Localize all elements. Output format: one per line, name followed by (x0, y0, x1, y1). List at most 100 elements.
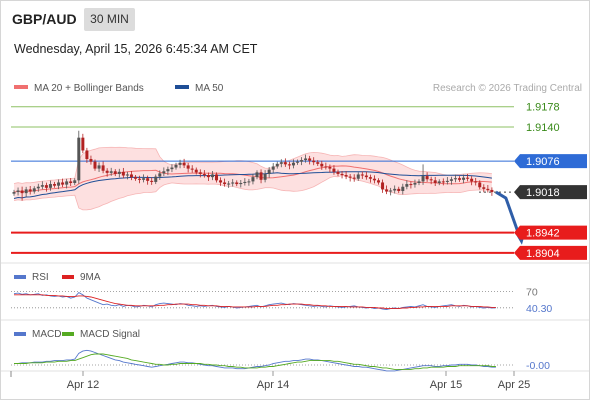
copyright-label: Research © 2026 Trading Central (433, 83, 582, 94)
candle-body (462, 177, 466, 180)
g-rsi-legend-label-0: RSI (32, 272, 49, 283)
macd-panel: MACD MACD Signal -0.00 (11, 329, 550, 372)
level-label-0: 1.9178 (526, 102, 560, 114)
g-macd-series-1 (14, 353, 496, 370)
candle-body (129, 174, 133, 178)
level-badge-5 (514, 245, 587, 260)
candle-body (352, 177, 356, 179)
candle-body (308, 158, 312, 161)
candle-body (138, 178, 142, 180)
candle-body (28, 189, 32, 192)
candle-body (194, 169, 198, 173)
candle-body (316, 162, 320, 164)
g-macd-legend-label-1: MACD Signal (80, 329, 140, 340)
level-label-1: 1.9140 (526, 122, 560, 134)
legend-label-0: MA 20 + Bollinger Bands (34, 83, 144, 94)
candle-body (223, 182, 227, 185)
candle-body (40, 185, 44, 187)
legend-swatch-1 (175, 85, 189, 89)
candle-body (401, 186, 405, 191)
candle-body (324, 166, 328, 168)
candle-body (271, 166, 275, 170)
candle-body (101, 165, 105, 171)
g-rsi-legend-swatch-0 (14, 275, 26, 279)
candle-body (344, 175, 348, 177)
candle-body (113, 171, 117, 174)
candle-body (53, 184, 56, 186)
level-label-4: 1.8942 (526, 228, 560, 240)
bollinger-upper (13, 146, 492, 184)
candle-body (441, 181, 445, 183)
candle-body (117, 171, 121, 174)
g-macd-legend-swatch-1 (62, 332, 74, 336)
candle-body (336, 171, 340, 174)
candle-body (393, 188, 397, 191)
candle-body (332, 168, 336, 172)
candle-body (300, 160, 304, 162)
x-tick-label-1: Apr 14 (257, 379, 289, 391)
candle-body (267, 169, 271, 174)
candle-body (283, 162, 287, 165)
level-badge-3 (514, 185, 587, 200)
candle-body (328, 167, 332, 169)
g-rsi-level-label-0: 70 (526, 287, 538, 299)
g-macd-legend-swatch-0 (14, 332, 26, 336)
candle-body (421, 176, 425, 182)
candle-body (32, 188, 36, 192)
candle-body (296, 161, 299, 163)
level-label-5: 1.8904 (526, 248, 560, 260)
candle-body (69, 181, 73, 183)
candle-body (215, 174, 218, 181)
g-macd-level-label-0: -0.00 (526, 360, 550, 372)
g-rsi-legend-swatch-1 (62, 275, 74, 279)
x-axis: Apr 12 Apr 14 Apr 15 Apr 25 (10, 371, 530, 391)
candle-body (385, 189, 389, 192)
panel-separators (1, 262, 589, 372)
candle-body (429, 179, 433, 181)
candle-body (81, 137, 85, 151)
candle-body (453, 178, 457, 180)
candle-body (263, 173, 267, 180)
g-rsi-level-label-1: 40.30 (526, 303, 552, 315)
candle-body (97, 165, 101, 169)
x-tick-label-3: Apr 25 (498, 379, 530, 391)
candle-body (24, 189, 28, 194)
candle-body (154, 176, 158, 182)
candle-body (231, 182, 235, 184)
price-levels (11, 106, 514, 254)
level-badge-2 (514, 154, 587, 169)
level-badge-4 (514, 225, 587, 240)
candle-body (417, 181, 421, 183)
timeframe-badge[interactable]: 30 MIN (84, 8, 135, 31)
candle-body (20, 190, 24, 194)
candle-body (166, 169, 170, 172)
datetime-label: Wednesday, April 15, 2026 6:45:34 AM CET (14, 42, 258, 56)
candle-body (348, 176, 352, 178)
g-rsi-legend-label-1: 9MA (80, 272, 101, 283)
candle-body (445, 180, 449, 182)
candle-body (377, 180, 380, 183)
x-tick-label-2: Apr 15 (430, 379, 462, 391)
candle-body (425, 176, 429, 180)
candle-body (162, 171, 166, 174)
candle-body (210, 174, 214, 178)
candle-body (478, 182, 482, 188)
candle-body (259, 172, 263, 180)
candle-body (474, 181, 478, 183)
candle-body (219, 180, 223, 183)
candle-body (73, 180, 77, 183)
candle-body (93, 161, 97, 169)
candle-body (12, 192, 16, 194)
g-rsi-series-0 (13, 292, 496, 311)
candle-body (360, 174, 364, 176)
symbol-title: GBP/AUD (12, 11, 77, 27)
candle-body (368, 177, 372, 179)
candle-body (312, 160, 316, 163)
candle-body (89, 159, 93, 162)
candle-body (121, 171, 125, 176)
forecast-arrow-shaft (495, 190, 521, 236)
x-tick-label-0: Apr 12 (67, 379, 99, 391)
candle-body (320, 163, 324, 167)
candle-body (146, 178, 150, 181)
